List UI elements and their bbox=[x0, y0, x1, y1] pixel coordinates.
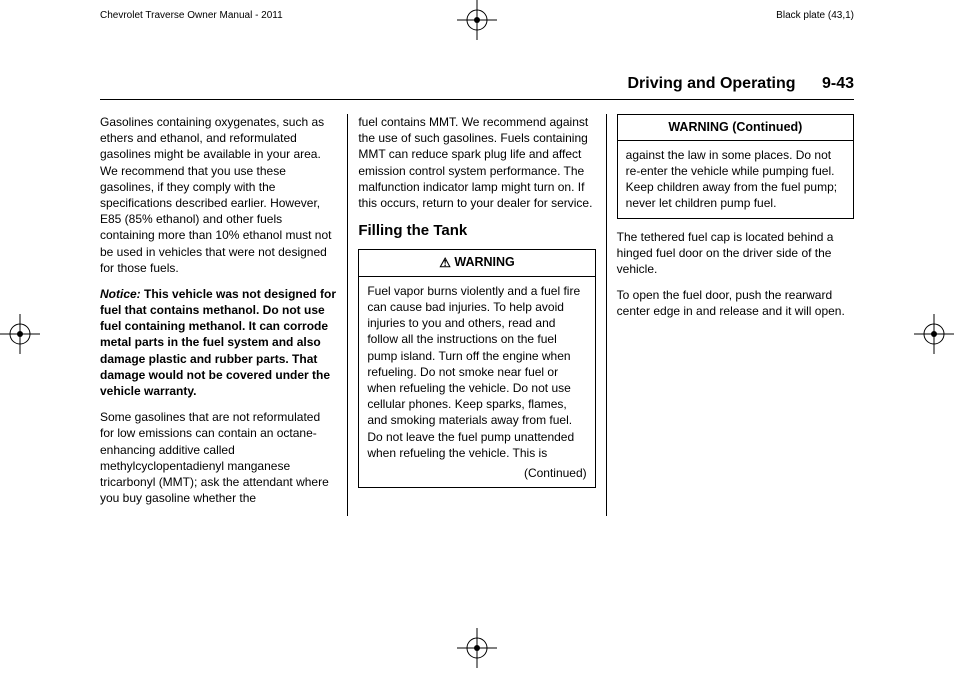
column-3: WARNING (Continued) against the law in s… bbox=[606, 114, 854, 516]
heading-filling-tank: Filling the Tank bbox=[358, 221, 595, 241]
body-text: To open the fuel door, push the rearward… bbox=[617, 287, 854, 319]
warning-heading: ⚠ WARNING bbox=[359, 250, 594, 277]
warning-continued-body: against the law in some places. Do not r… bbox=[618, 141, 853, 218]
warning-title: WARNING bbox=[454, 255, 514, 269]
warning-text: Fuel vapor burns violently and a fuel fi… bbox=[367, 284, 580, 460]
warning-continued-box: WARNING (Continued) against the law in s… bbox=[617, 114, 854, 219]
registration-mark-right bbox=[914, 314, 954, 354]
column-2: fuel contains MMT. We recommend against … bbox=[347, 114, 605, 516]
page-header: Driving and Operating 9-43 bbox=[100, 75, 854, 100]
notice-label: Notice: bbox=[100, 287, 141, 301]
column-1: Gasolines containing oxygenates, such as… bbox=[100, 114, 347, 516]
page-number: 9-43 bbox=[822, 75, 854, 92]
notice-body: This vehicle was not designed for fuel t… bbox=[100, 287, 336, 398]
body-text: The tethered fuel cap is located behind … bbox=[617, 229, 854, 278]
body-text: Gasolines containing oxygenates, such as… bbox=[100, 114, 337, 276]
warning-icon: ⚠ bbox=[439, 255, 451, 270]
registration-mark-left bbox=[0, 314, 40, 354]
columns: Gasolines containing oxygenates, such as… bbox=[100, 114, 854, 516]
plate-label: Black plate (43,1) bbox=[776, 10, 854, 21]
manual-title: Chevrolet Traverse Owner Manual - 2011 bbox=[100, 10, 283, 21]
warning-box: ⚠ WARNING Fuel vapor burns violently and… bbox=[358, 249, 595, 488]
body-text: fuel contains MMT. We recommend against … bbox=[358, 114, 595, 211]
section-title: Driving and Operating bbox=[628, 75, 796, 92]
continued-label: (Continued) bbox=[367, 465, 586, 481]
notice-paragraph: Notice: This vehicle was not designed fo… bbox=[100, 286, 337, 399]
page-content: Driving and Operating 9-43 Gasolines con… bbox=[100, 75, 854, 618]
registration-mark-top bbox=[457, 0, 497, 40]
body-text: Some gasolines that are not reformulated… bbox=[100, 409, 337, 506]
warning-body: Fuel vapor burns violently and a fuel fi… bbox=[359, 277, 594, 487]
registration-mark-bottom bbox=[457, 628, 497, 668]
warning-continued-heading: WARNING (Continued) bbox=[618, 115, 853, 141]
